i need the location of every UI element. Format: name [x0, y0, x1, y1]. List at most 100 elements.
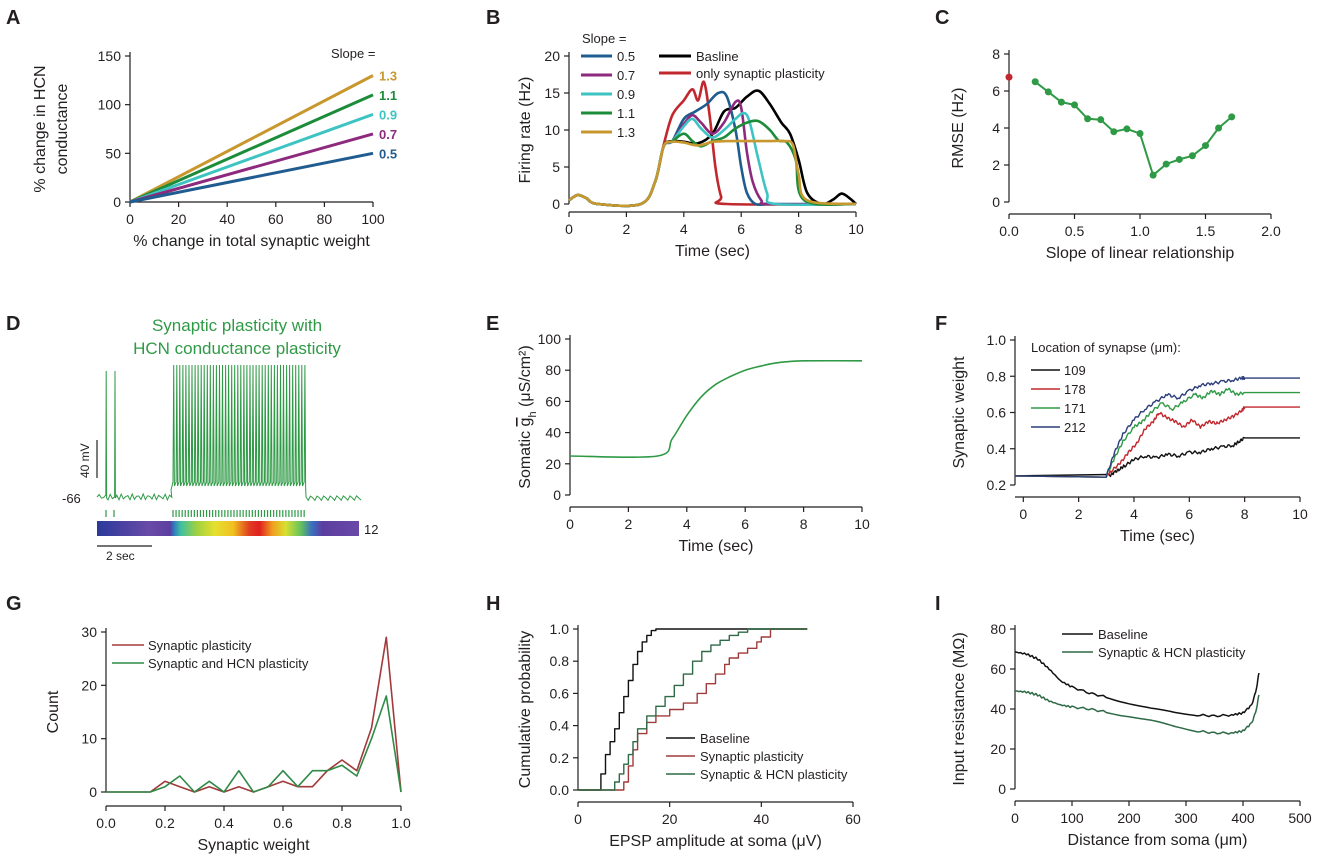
spike-raster: [105, 510, 305, 517]
y-axis-title-part: Somatic: [517, 426, 534, 488]
x-tick-label: 0.0: [999, 223, 1019, 239]
synaptic-weight-line: [1014, 387, 1300, 478]
x-tick-label: 2: [625, 516, 633, 532]
legend-label: Synaptic and HCN plasticity: [148, 656, 309, 671]
y-tick-label: 20: [544, 48, 560, 64]
x-tick-label: 0: [126, 211, 134, 227]
cumulative-line: [578, 628, 808, 791]
x-axis-title: EPSP amplitude at soma (μV): [609, 833, 822, 850]
y-tick-label: 8: [992, 46, 1000, 62]
panel-d-title-line2: HCN conductance plasticity: [133, 339, 341, 358]
y-tick-label: 150: [98, 48, 122, 64]
y-tick-label: 0.6: [987, 405, 1007, 421]
y-axis-title: Input resistance (MΩ): [951, 632, 968, 785]
panel-b-chart: 0 5 10 15 20 0 2 4 6 8 10 Time (sec) Firing rate (Hz…: [517, 31, 864, 260]
legend-label: 0.7: [617, 68, 635, 83]
y-tick-label: 0: [553, 487, 561, 503]
slope-label: 0.7: [379, 127, 397, 142]
slope-line-1-1: [129, 93, 374, 204]
panel-letter-f: F: [935, 313, 947, 335]
rmse-point: [1057, 98, 1065, 106]
cumulative-line: [578, 628, 808, 791]
x-tick-label: 2: [1075, 506, 1083, 522]
x-tick-label: 20: [171, 211, 187, 227]
synaptic-weight-line: [1014, 436, 1300, 478]
rmse-line: [1034, 81, 1233, 177]
legend-label: Synaptic & HCN plasticity: [700, 767, 848, 782]
rmse-point: [1110, 128, 1118, 136]
x-tick-label: 400: [1231, 810, 1255, 826]
panel-letter-e: E: [486, 313, 499, 335]
x-tick-label: 0.8: [332, 815, 352, 831]
panel-letter-c: C: [935, 7, 949, 29]
x-tick-label: 8: [800, 516, 808, 532]
panel-g-chart: 0 10 20 30 0.0 0.2 0.4 0.6 0.8 1.0 Synaptic weight…: [45, 624, 411, 854]
x-tick-label: 4: [683, 516, 691, 532]
somatic-gh-line: [569, 359, 863, 459]
y-tick-label: 0.4: [550, 718, 570, 734]
legend-label: Baseline: [700, 731, 750, 746]
rmse-point: [1162, 160, 1170, 168]
x-tick-label: 1.0: [391, 815, 411, 831]
panel-d-illustration: Synaptic plasticity with HCN conductance…: [62, 316, 378, 563]
x-tick-label: 6: [737, 221, 745, 237]
y-tick-label: 20: [81, 677, 97, 693]
legend-label: Synaptic plasticity: [148, 638, 252, 653]
y-tick-label: 4: [992, 120, 1000, 136]
x-tick-label: 0: [1019, 506, 1027, 522]
x-tick-label: 10: [1292, 506, 1308, 522]
panel-a-chart: 0 50 100 150 0 20 40 60 80 100 % change in total s…: [32, 46, 397, 250]
y-tick-label: 0.8: [987, 368, 1007, 384]
y-tick-label: 0: [113, 194, 121, 210]
panel-letter-i: I: [935, 593, 941, 615]
resting-potential-label: -66: [62, 491, 81, 506]
input-resistance-line: [1015, 690, 1260, 735]
y-axis-title: Firing rate (Hz): [517, 77, 534, 184]
x-tick-label: 2.0: [1261, 223, 1281, 239]
y-tick-label: 0.2: [987, 477, 1007, 493]
rmse-point: [1202, 142, 1209, 150]
rmse-point: [1084, 115, 1092, 123]
y-tick-label: 0.6: [550, 685, 570, 701]
x-tick-label: 0.5: [1065, 223, 1085, 239]
y-axis-title: Synaptic weight: [951, 356, 968, 469]
x-tick-label: 300: [1174, 810, 1198, 826]
synaptic-weight-line: [1014, 375, 1300, 478]
y-tick-label: 0.4: [987, 441, 1007, 457]
slope-label: 0.5: [379, 146, 397, 161]
y-tick-label: 80: [545, 362, 561, 378]
x-axis-title: Time (sec): [675, 243, 750, 260]
panel-d-title-line1: Synaptic plasticity with: [152, 316, 322, 335]
y-tick-label: 5: [552, 159, 560, 175]
x-axis-title: Time (sec): [679, 538, 754, 555]
rmse-point: [1136, 130, 1144, 138]
y-tick-label: 30: [81, 624, 97, 640]
slope-label: 1.1: [379, 88, 397, 103]
rmse-point: [1071, 101, 1078, 109]
y-tick-label: 2: [992, 157, 1000, 173]
panel-h-chart: 0.0 0.2 0.4 0.6 0.8 1.0 0 20 40 60 EPSP amplitude …: [517, 621, 861, 850]
x-tick-label: 20: [662, 811, 678, 827]
y-tick-label: 0.2: [550, 750, 570, 766]
panel-letter-b: B: [486, 7, 500, 29]
panel-i-chart: 0 20 40 60 80 0 100 200 300 400 500 Distance from s…: [951, 621, 1312, 849]
synaptic-weight-line: [1014, 406, 1300, 478]
y-axis-title-part: g: [517, 418, 534, 427]
slope-label: 0.9: [379, 107, 397, 122]
panel-letter-g: G: [6, 593, 22, 615]
firing-rate-colorbar: [97, 521, 359, 536]
legend-label: Synaptic plasticity: [700, 749, 804, 764]
x-tick-label: 100: [361, 211, 385, 227]
x-tick-label: 200: [1117, 810, 1141, 826]
y-tick-label: 40: [545, 425, 561, 441]
y-tick-label: 15: [544, 85, 560, 101]
x-tick-label: 1.0: [1130, 223, 1150, 239]
slope-line-1-3: [129, 74, 374, 204]
x-tick-label: 6: [741, 516, 749, 532]
y-tick-label: 20: [990, 741, 1006, 757]
x-axis-title: Time (sec): [1120, 528, 1195, 545]
panel-letter-d: D: [6, 313, 20, 335]
panel-c-chart: 0 2 4 6 8 0.0 0.5 1.0 1.5 2.0 Slope of linear rela…: [950, 46, 1281, 262]
x-tick-label: 0.4: [214, 815, 234, 831]
y-tick-label: 80: [990, 621, 1006, 637]
